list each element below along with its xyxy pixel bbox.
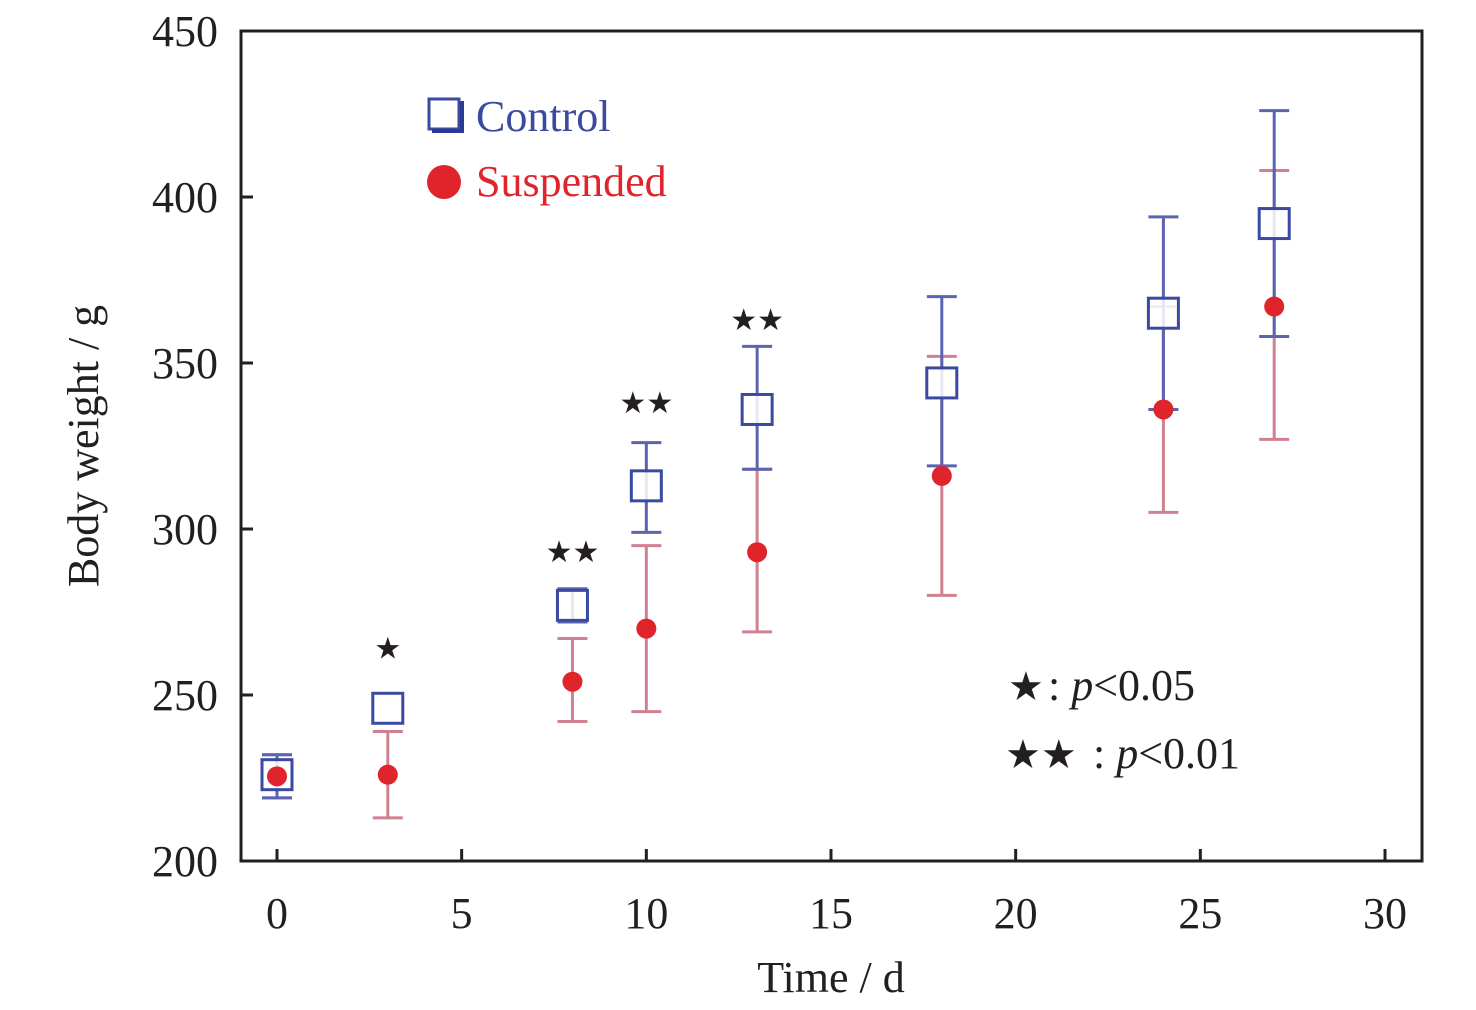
suspended-point	[267, 766, 287, 787]
suspended-point	[747, 542, 768, 563]
x-tick-label: 30	[1363, 889, 1407, 938]
control-point	[260, 758, 294, 792]
y-tick-label: 350	[152, 339, 218, 388]
key-sep: :	[1048, 661, 1071, 710]
y-axis-title: Body weight / g	[59, 305, 108, 587]
y-tick-label: 450	[152, 7, 218, 56]
significance-key-text-p001: : p<0.01	[1093, 729, 1240, 778]
y-tick-label: 250	[152, 671, 218, 720]
control-point	[555, 588, 589, 622]
key-threshold: <0.01	[1138, 729, 1240, 778]
suspended-point	[377, 764, 398, 785]
suspended-point	[636, 618, 657, 639]
x-tick-label: 10	[624, 889, 668, 938]
legend-control-square-icon	[427, 97, 461, 131]
significance-key-p001: ★★ : p<0.01	[1005, 729, 1240, 778]
control-point	[1257, 207, 1291, 241]
control-point	[371, 691, 405, 725]
control-point	[740, 392, 774, 426]
significance-marks: ★★★★★★★	[374, 303, 784, 667]
significance-key: ★ : p<0.05 ★★ : p<0.01	[1005, 661, 1240, 778]
x-tick-label: 5	[451, 889, 473, 938]
plot-frame-border	[239, 29, 1424, 863]
significance-star: ★	[374, 632, 401, 667]
suspended-point	[931, 465, 952, 486]
suspended-point	[1264, 296, 1285, 317]
control-point	[1146, 296, 1180, 330]
key-p: p	[1113, 729, 1138, 778]
legend-item-control: Control	[427, 92, 610, 141]
double-star-icon: ★★	[1005, 732, 1077, 778]
significance-key-p005: ★ : p<0.05	[1008, 661, 1195, 710]
x-tick-label: 0	[266, 889, 288, 938]
control-point	[925, 366, 959, 400]
y-tick-label: 400	[152, 173, 218, 222]
legend-item-suspended: Suspended	[427, 157, 667, 206]
significance-key-text-p005: : p<0.05	[1048, 661, 1195, 710]
legend-control-shadow	[432, 101, 464, 133]
key-p: p	[1068, 661, 1093, 710]
data-markers	[260, 207, 1291, 792]
legend-label-control: Control	[476, 92, 610, 141]
significance-star: ★★	[730, 303, 784, 338]
y-tick-label: 200	[152, 837, 218, 886]
y-axis: 200 250 300 350 400 450	[152, 7, 253, 886]
significance-star: ★★	[546, 535, 600, 570]
star-icon: ★	[1008, 664, 1044, 710]
key-sep: :	[1093, 729, 1116, 778]
legend: Control Suspended	[427, 92, 667, 206]
x-tick-label: 20	[994, 889, 1038, 938]
suspended-point	[1153, 399, 1174, 420]
x-axis: 0 5 10 15 20 25 30	[266, 849, 1407, 938]
key-threshold: <0.05	[1093, 661, 1195, 710]
legend-label-suspended: Suspended	[476, 157, 667, 206]
error-bars	[262, 109, 1290, 820]
x-axis-title: Time / d	[757, 953, 905, 1002]
x-tick-label: 25	[1178, 889, 1222, 938]
x-tick-label: 15	[809, 889, 853, 938]
plot-frame	[239, 29, 1424, 863]
control-point	[629, 469, 663, 503]
suspended-point	[562, 671, 583, 692]
legend-suspended-circle-icon	[427, 165, 461, 199]
y-tick-label: 300	[152, 505, 218, 554]
significance-star: ★★	[619, 386, 673, 421]
